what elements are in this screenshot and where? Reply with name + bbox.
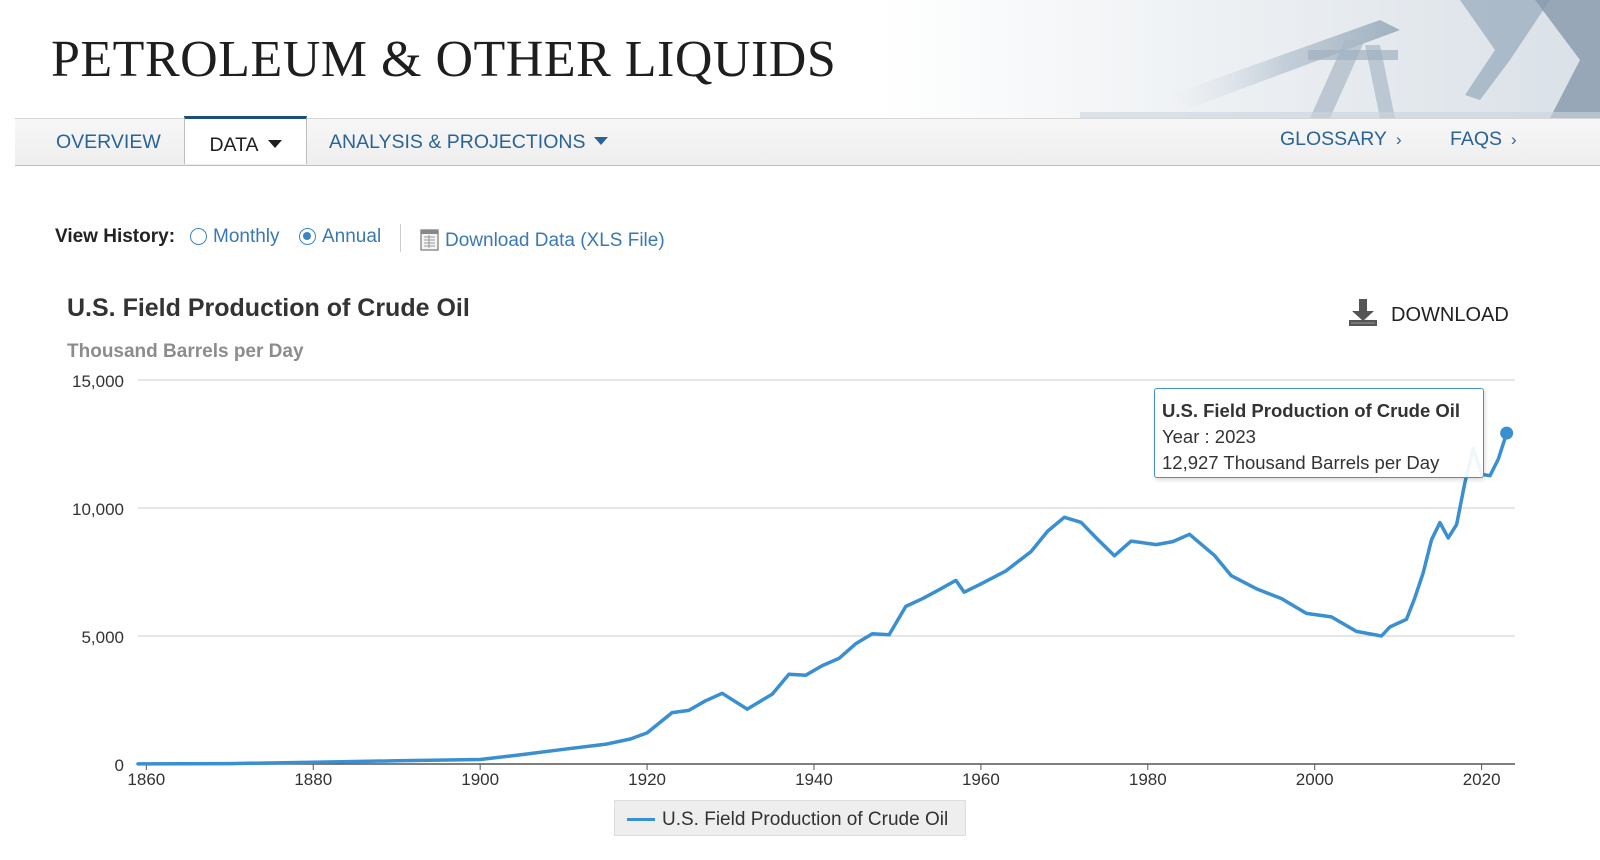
nav-faqs-label: FAQS	[1450, 128, 1503, 150]
chart-tooltip: U.S. Field Production of Crude Oil Year …	[1154, 388, 1484, 478]
x-tick-label: 2000	[1296, 770, 1334, 789]
chevron-right-icon: ›	[1395, 130, 1402, 149]
pumpjack-illustration	[1080, 0, 1600, 118]
monthly-radio[interactable]	[190, 228, 207, 245]
x-tick-label: 1880	[294, 770, 332, 789]
monthly-option-label[interactable]: Monthly	[213, 226, 280, 247]
legend-line-swatch	[627, 818, 655, 821]
nav-glossary-label: GLOSSARY	[1280, 128, 1387, 150]
annual-radio[interactable]	[299, 228, 316, 245]
legend-label: U.S. Field Production of Crude Oil	[662, 809, 949, 830]
tooltip-year: Year : 2023	[1162, 426, 1256, 447]
data-series-line	[136, 431, 1509, 766]
download-data-link[interactable]: Download Data (XLS File)	[445, 230, 665, 251]
y-tick-label: 5,000	[81, 628, 124, 647]
page-title: PETROLEUM & OTHER LIQUIDS	[51, 31, 837, 88]
x-tick-label: 1920	[628, 770, 666, 789]
view-history-label: View History:	[55, 226, 176, 247]
chevron-right-icon: ›	[1511, 130, 1517, 149]
y-tick-label: 15,000	[72, 372, 124, 391]
highlight-point	[1500, 426, 1514, 440]
nav-analysis-label: ANALYSIS & PROJECTIONS	[329, 131, 586, 153]
x-tick-label: 1960	[962, 770, 1000, 789]
spreadsheet-icon[interactable]	[420, 227, 440, 251]
x-tick-label: 1860	[127, 770, 165, 789]
caret-down-icon	[267, 139, 282, 148]
nav-overview[interactable]: OVERVIEW	[56, 119, 161, 166]
tooltip-value: 12,927 Thousand Barrels per Day	[1162, 452, 1440, 473]
chart-units-label: Thousand Barrels per Day	[67, 341, 304, 362]
x-tick-label: 2020	[1463, 770, 1501, 789]
caret-down-icon	[594, 136, 609, 145]
chart-title: U.S. Field Production of Crude Oil	[67, 294, 470, 322]
y-tick-label: 10,000	[72, 500, 124, 519]
nav-glossary[interactable]: GLOSSARY ›	[1280, 119, 1402, 166]
page-header: PETROLEUM & OTHER LIQUIDS	[0, 0, 1600, 118]
tooltip-title: U.S. Field Production of Crude Oil	[1162, 400, 1461, 421]
x-tick-label: 1940	[795, 770, 833, 789]
nav-overview-label: OVERVIEW	[56, 131, 161, 153]
download-icon	[1349, 299, 1377, 326]
divider	[400, 224, 401, 252]
chart-legend[interactable]: U.S. Field Production of Crude Oil	[614, 800, 966, 836]
x-tick-label: 1980	[1129, 770, 1167, 789]
main-nav: OVERVIEW DATA ANALYSIS & PROJECTIONS GLO…	[15, 116, 1600, 166]
nav-data-label: DATA	[209, 134, 259, 156]
chart-download-label: DOWNLOAD	[1391, 304, 1509, 326]
nav-data[interactable]: DATA	[184, 116, 307, 164]
nav-faqs[interactable]: FAQS ›	[1450, 119, 1517, 166]
x-tick-label: 1900	[461, 770, 499, 789]
y-tick-label: 0	[115, 756, 124, 775]
nav-analysis-projections[interactable]: ANALYSIS & PROJECTIONS	[329, 119, 609, 166]
annual-option-label[interactable]: Annual	[322, 226, 382, 247]
